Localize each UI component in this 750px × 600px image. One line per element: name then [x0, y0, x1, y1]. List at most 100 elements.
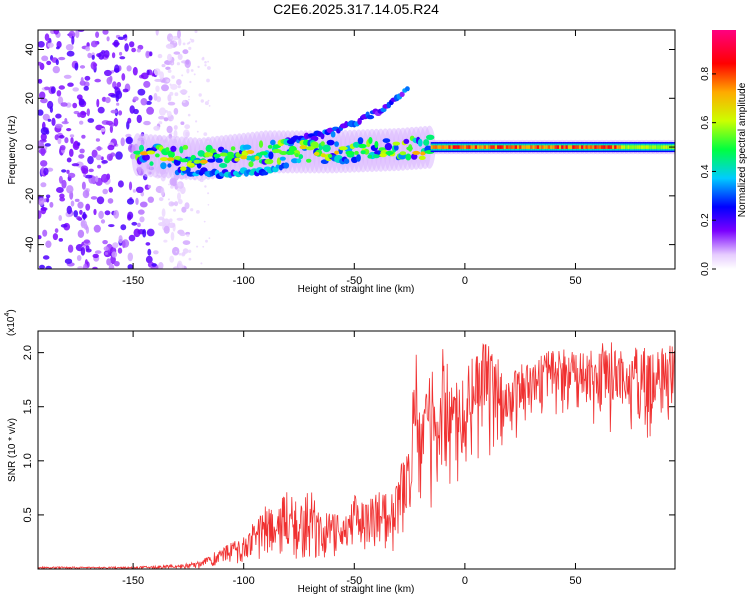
noise-blob: [140, 191, 145, 197]
noise-blob: [103, 50, 110, 58]
noise-blob: [109, 125, 113, 133]
noise-blob: [75, 30, 80, 39]
main-band-peak: [550, 145, 553, 149]
noise-blob: [80, 247, 86, 256]
main-band-peak: [618, 145, 622, 149]
main-band-mark: [279, 156, 286, 161]
noise-blob: [87, 156, 94, 165]
noise-blob: [107, 198, 114, 204]
y-multiplier-suffix: ): [6, 309, 17, 312]
main-band-mark: [286, 139, 295, 145]
main-band-mark: [258, 140, 264, 148]
main-band-mark: [291, 158, 299, 164]
noise-blob: [160, 187, 165, 197]
noise-blob: [85, 203, 91, 211]
main-band-mark: [215, 158, 223, 163]
noise-blob: [47, 118, 52, 122]
noise-dot: [174, 92, 179, 97]
main-band-mark: [170, 145, 177, 152]
noise-blob: [83, 85, 89, 91]
main-band-peak: [435, 145, 438, 149]
main-band-peak: [457, 145, 460, 149]
noise-blob: [80, 165, 89, 173]
noise-blob: [108, 263, 115, 269]
main-band-core: [166, 157, 175, 162]
main-band-peak: [643, 145, 646, 149]
main-band-peak: [609, 145, 613, 149]
y-multiplier-label: (x104): [4, 309, 17, 336]
noise-blob: [39, 91, 46, 100]
noise-blob: [60, 102, 68, 107]
noise-dot: [171, 62, 174, 65]
main-band-mark: [180, 166, 187, 171]
bottom-x-axis-label: Height of straight line (km): [298, 584, 415, 595]
main-band-peak: [590, 145, 593, 149]
noise-blob: [77, 112, 82, 118]
noise-blob: [127, 211, 134, 220]
main-band-peak: [623, 145, 626, 149]
noise-blob: [56, 90, 62, 97]
main-band-peak: [651, 145, 655, 149]
main-band-core: [299, 145, 308, 150]
main-band-mark: [405, 153, 412, 161]
noise-blob: [64, 258, 73, 264]
upper-branch-mark: [357, 117, 362, 125]
main-band-core: [219, 152, 228, 157]
noise-blob: [78, 154, 85, 159]
noise-blob: [92, 62, 98, 68]
noise-dot: [196, 210, 200, 214]
noise-blob: [126, 65, 132, 72]
upper-branch-mark: [320, 132, 325, 140]
noise-blob: [46, 197, 50, 203]
noise-blob: [186, 68, 190, 74]
noise-blob: [61, 169, 67, 173]
noise-dot: [207, 60, 210, 63]
x-tick-label: 50: [569, 275, 581, 287]
noise-blob: [101, 96, 107, 102]
noise-blob: [84, 75, 91, 81]
main-band-peak: [541, 145, 545, 149]
main-band-peak: [656, 145, 660, 149]
noise-blob: [76, 161, 84, 168]
main-band-mark: [167, 150, 175, 159]
main-band-peak: [620, 145, 624, 149]
main-band-peak: [640, 145, 644, 149]
noise-dot: [167, 198, 170, 201]
main-band-peak: [563, 145, 567, 149]
noise-blob: [79, 209, 83, 215]
noise-blob: [92, 253, 99, 259]
noise-blob: [54, 134, 59, 141]
noise-blob: [90, 40, 98, 48]
noise-blob: [81, 134, 86, 139]
main-band-peak: [521, 145, 525, 149]
main-band-mark: [384, 142, 393, 151]
main-band-peak: [481, 145, 485, 149]
noise-blob: [54, 228, 59, 234]
main-band-peak: [667, 145, 671, 149]
main-band-peak: [594, 145, 598, 149]
noise-blob: [87, 52, 92, 59]
main-band-mark: [382, 138, 391, 144]
noise-blob: [52, 65, 60, 74]
main-band-peak: [470, 145, 474, 149]
noise-blob: [82, 211, 87, 221]
noise-blob: [42, 113, 50, 121]
noise-blob: [132, 66, 138, 76]
main-band-peak: [614, 145, 618, 149]
top-y-axis-label: Frequency (Hz): [7, 116, 18, 185]
main-band-peak: [598, 145, 602, 149]
snr-line: [38, 342, 675, 569]
main-band-core: [240, 155, 248, 160]
noise-blob: [40, 127, 49, 135]
noise-blob: [158, 115, 165, 120]
noise-blob: [151, 263, 157, 267]
noise-blob: [44, 33, 50, 41]
noise-blob: [43, 167, 49, 176]
noise-blob: [127, 117, 132, 124]
noise-blob: [58, 238, 63, 242]
noise-dot: [177, 85, 181, 89]
main-band-core: [360, 150, 366, 155]
noise-blob: [184, 202, 190, 210]
noise-blob: [131, 47, 137, 53]
noise-blob: [165, 66, 171, 71]
